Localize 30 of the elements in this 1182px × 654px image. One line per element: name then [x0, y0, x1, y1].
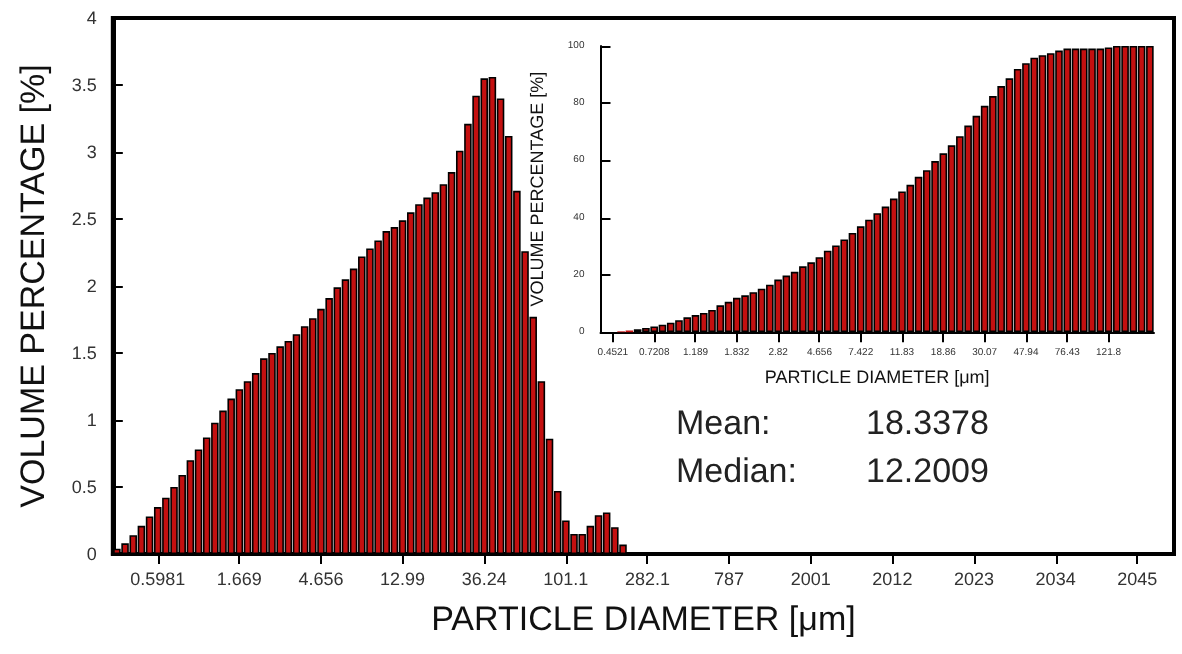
- y-tick-label: 0.5: [71, 477, 97, 497]
- y-tick-label: 4: [86, 8, 97, 28]
- y-tick-label: 1.5: [71, 343, 97, 363]
- y-tick-label: 0: [86, 544, 97, 564]
- x-tick-label: 36.24: [461, 569, 507, 589]
- x-tick-label: 1.669: [216, 569, 262, 589]
- annotation: 18.3378: [866, 404, 989, 442]
- annotation: Mean:: [676, 404, 771, 442]
- x-tick-label: 12.99: [380, 569, 426, 589]
- x-tick-label: 787: [714, 569, 745, 589]
- y-tick-label: 2: [86, 276, 97, 296]
- y-tick-label: 1: [86, 410, 97, 430]
- y-tick-label: 3.5: [71, 75, 97, 95]
- x-tick-label: 2045: [1117, 569, 1158, 589]
- y-axis-title: VOLUME PERCENTAGE [%]: [14, 64, 52, 508]
- x-tick-label: 0.5981: [130, 569, 186, 589]
- x-tick-label: 2034: [1035, 569, 1076, 589]
- x-tick-label: 101.1: [543, 569, 589, 589]
- x-tick-label: 2012: [872, 569, 913, 589]
- x-axis-title: PARTICLE DIAMETER [μm]: [764, 367, 990, 387]
- y-axis-title: VOLUME PERCENTAGE [%]: [527, 71, 547, 307]
- x-axis-title: PARTICLE DIAMETER [μm]: [431, 600, 856, 638]
- annotation: 12.2009: [866, 452, 989, 490]
- x-tick-label: 282.1: [624, 569, 671, 589]
- y-tick-label: 2.5: [71, 209, 97, 229]
- y-tick-label: 3: [86, 142, 97, 162]
- x-tick-label: 2023: [953, 569, 995, 589]
- annotation: Median:: [676, 452, 797, 490]
- x-tick-label: 2001: [790, 569, 831, 589]
- x-tick-label: 4.656: [298, 569, 344, 589]
